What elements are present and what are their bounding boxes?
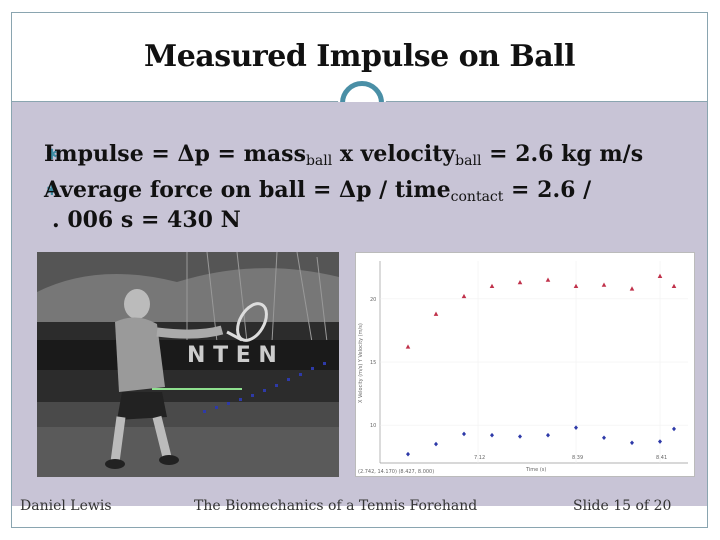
banner-text: N T E N	[187, 343, 277, 368]
x-axis-label: Time (s)	[525, 467, 546, 473]
data-point-triangle	[489, 283, 495, 289]
bullet-icon: ✱	[46, 183, 58, 199]
data-point-triangle	[405, 344, 411, 349]
y-tick-label: 15	[370, 360, 376, 366]
data-point-diamond	[574, 425, 578, 430]
data-point-triangle	[433, 311, 439, 316]
velocity-chart: 20 15 10 7.12 8.39 8.41 X Velocity (m/s) Y V…	[355, 252, 695, 477]
data-point-diamond	[658, 439, 662, 444]
chart-coordinate-readout: (2.742, 14.170) (8.427, 8.000)	[358, 469, 434, 475]
y-tick-label: 20	[370, 297, 376, 303]
data-point-triangle	[629, 286, 635, 291]
velocity-chart-svg: 20 15 10 7.12 8.39 8.41 X Velocity (m/s) Y V…	[358, 261, 688, 475]
data-point-diamond	[406, 451, 410, 457]
photo-illustration: N T E N	[37, 252, 339, 477]
tennis-player-photo: N T E N	[37, 252, 339, 477]
y-axis-label: X Velocity (m/s) Y Velocity (m/s)	[358, 323, 364, 403]
data-point-diamond	[630, 440, 634, 446]
data-point-diamond	[490, 432, 494, 438]
footer-deck-title: The Biomechanics of a Tennis Forehand	[194, 498, 478, 514]
data-point-diamond	[672, 426, 676, 432]
footer-author: Daniel Lewis	[20, 498, 112, 514]
slide-title: Measured Impulse on Ball	[144, 39, 575, 74]
slide: Measured Impulse on Ball ✱ Impulse = Δp …	[11, 12, 708, 528]
data-point-triangle	[573, 283, 579, 289]
x-tick-label: 8.41	[656, 455, 667, 461]
data-point-triangle	[601, 282, 607, 287]
data-point-triangle	[671, 283, 677, 289]
x-tick-label: 8.39	[572, 455, 583, 461]
data-point-diamond	[434, 441, 438, 447]
data-point-triangle	[657, 273, 663, 278]
ball-trajectory	[203, 362, 326, 413]
bullet-average-force-cont: . 006 s = 430 N	[52, 207, 241, 233]
data-point-diamond	[462, 431, 466, 437]
x-tick-label: 7.12	[474, 455, 485, 461]
data-point-triangle	[545, 277, 551, 282]
data-point-triangle	[517, 279, 523, 285]
y-tick-label: 10	[370, 423, 376, 429]
bullet-impulse: Impulse = Δp = massball x velocityball =…	[44, 141, 644, 169]
content-area: ✱ Impulse = Δp = massball x velocityball…	[12, 102, 707, 506]
bullet-icon: ✱	[46, 147, 58, 163]
data-point-diamond	[518, 434, 522, 439]
data-point-diamond	[602, 435, 606, 441]
footer-slide-number: Slide 15 of 20	[573, 498, 672, 514]
data-point-diamond	[546, 432, 550, 438]
bullet-average-force: Average force on ball = Δp / timecontact…	[44, 177, 592, 205]
data-point-triangle	[461, 293, 467, 299]
